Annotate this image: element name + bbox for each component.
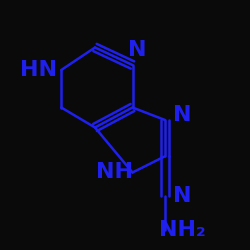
Text: HN: HN	[20, 60, 57, 80]
Text: N: N	[173, 105, 191, 125]
Text: N: N	[173, 186, 191, 206]
Text: NH: NH	[96, 162, 134, 182]
Text: NH₂: NH₂	[159, 220, 206, 240]
Text: N: N	[128, 40, 146, 60]
